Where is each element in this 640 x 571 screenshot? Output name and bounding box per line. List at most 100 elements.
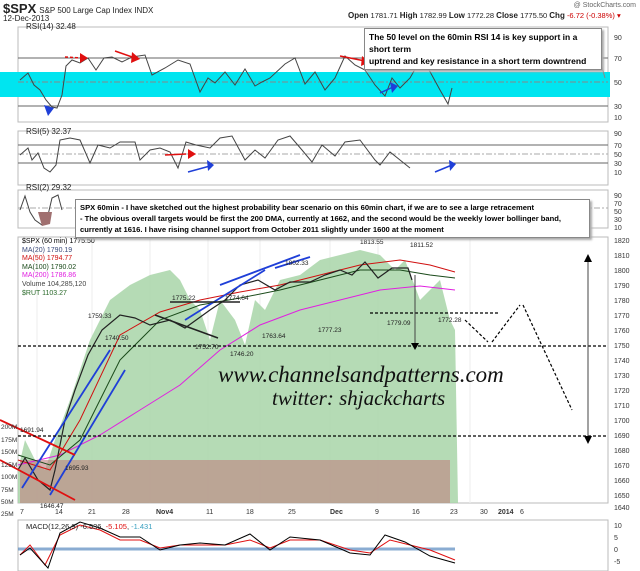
price-yaxis: 1820 1810 1800 1790 1780 1770 1760 1750 1740 1730… [614, 238, 630, 512]
date-axis: 7 14 21 28 Nov4 11 18 25 Dec 9 16 23 30 2014 6 [20, 509, 524, 516]
svg-text:1695.93: 1695.93 [65, 465, 89, 472]
svg-text:10: 10 [614, 523, 622, 530]
ma200-line [17, 285, 456, 466]
svg-text:1772.28: 1772.28 [438, 317, 462, 324]
svg-text:25: 25 [288, 509, 296, 516]
svg-text:1710: 1710 [614, 403, 630, 410]
svg-text:1813.55: 1813.55 [360, 239, 384, 246]
price-panel: 1646.47 1691.94 1695.93 1759.33 1740.50 … [0, 236, 630, 518]
rsi14-label: RSI(14) 32.48 [26, 22, 76, 31]
twitter-watermark: twitter: shjackcharts [272, 386, 446, 410]
volume-axis: 200M 175M 150M 125M 100M 75M 50M 25M [1, 424, 17, 518]
svg-text:90: 90 [614, 131, 622, 138]
svg-text:1720: 1720 [614, 388, 630, 395]
svg-text:30: 30 [614, 217, 622, 224]
svg-text:125M: 125M [1, 462, 17, 469]
svg-text:1746.20: 1746.20 [230, 351, 254, 358]
rut-area [18, 250, 458, 503]
svg-text:2014: 2014 [498, 509, 514, 516]
ma50-line [17, 259, 456, 471]
svg-text:1740: 1740 [614, 358, 630, 365]
svg-text:1779.09: 1779.09 [387, 320, 411, 327]
svg-text:-5: -5 [614, 559, 620, 566]
svg-text:90: 90 [614, 35, 622, 42]
ma100-line [17, 269, 456, 466]
svg-text:70: 70 [614, 56, 622, 63]
svg-text:7: 7 [20, 509, 24, 516]
svg-text:1691.94: 1691.94 [20, 427, 44, 434]
rsi14-down-arrow-1 [64, 53, 88, 63]
svg-text:1770: 1770 [614, 313, 630, 320]
svg-text:1777.23: 1777.23 [318, 327, 342, 334]
price-legend: $SPX (60 min) 1775.50 MA(20) 1790.19 MA(… [22, 238, 95, 297]
svg-text:50: 50 [614, 80, 622, 87]
svg-text:1800: 1800 [614, 268, 630, 275]
svg-text:1802.33: 1802.33 [285, 260, 309, 267]
rsi5-panel: 90 70 50 30 10 [17, 130, 622, 186]
svg-text:Nov4: Nov4 [156, 509, 173, 516]
svg-text:1752.70: 1752.70 [195, 344, 219, 351]
svg-text:100M: 100M [1, 474, 17, 481]
svg-text:1811.52: 1811.52 [410, 242, 433, 249]
svg-text:1760: 1760 [614, 328, 630, 335]
svg-text:1650: 1650 [614, 493, 630, 500]
chart-date: 12-Dec-2013 [3, 14, 50, 23]
svg-text:90: 90 [614, 193, 622, 200]
symbol-title: $SPX S&P 500 Large Cap Index INDX [3, 1, 154, 16]
svg-text:10: 10 [614, 225, 622, 232]
rsi14-panel: 90 70 50 30 10 [0, 26, 622, 123]
svg-text:16: 16 [412, 509, 420, 516]
svg-text:25M: 25M [1, 511, 14, 518]
svg-text:11: 11 [206, 509, 213, 516]
svg-text:1775.22: 1775.22 [172, 295, 196, 302]
svg-text:10: 10 [614, 115, 622, 122]
svg-text:30: 30 [614, 161, 622, 168]
macd-label: MACD(12,26,9) -6.536, -5.105, -1.431 [26, 522, 153, 531]
svg-text:1740.50: 1740.50 [105, 335, 129, 342]
svg-text:1820: 1820 [614, 238, 630, 245]
svg-text:21: 21 [88, 509, 96, 516]
svg-text:50: 50 [614, 209, 622, 216]
svg-text:150M: 150M [1, 449, 17, 456]
rsi-annotation-box: The 50 level on the 60min RSI 14 is key … [364, 28, 602, 70]
website-watermark: www.channelsandpatterns.com [218, 362, 504, 387]
price-labels: 1646.47 1691.94 1695.93 1759.33 1740.50 … [20, 239, 462, 510]
svg-text:5: 5 [614, 535, 618, 542]
svg-text:1810: 1810 [614, 253, 630, 260]
svg-text:1790: 1790 [614, 283, 630, 290]
rsi14-down-arrow-2 [114, 50, 140, 63]
svg-text:1759.33: 1759.33 [88, 313, 112, 320]
svg-text:75M: 75M [1, 487, 14, 494]
watermark: @ StockCharts.com [573, 2, 636, 9]
svg-text:9: 9 [375, 509, 379, 516]
svg-text:1774.64: 1774.64 [225, 295, 249, 302]
main-annotation-box: SPX 60min - I have sketched out the high… [75, 199, 590, 238]
rsi14-up-arrow-1 [44, 105, 54, 116]
svg-text:23: 23 [450, 509, 458, 516]
svg-text:28: 28 [122, 509, 130, 516]
svg-text:1763.64: 1763.64 [262, 333, 286, 340]
svg-text:70: 70 [614, 143, 622, 150]
svg-text:1730: 1730 [614, 373, 630, 380]
svg-text:50: 50 [614, 152, 622, 159]
svg-text:0: 0 [614, 547, 618, 554]
svg-text:Dec: Dec [330, 509, 343, 516]
svg-text:50M: 50M [1, 499, 14, 506]
svg-text:10: 10 [614, 170, 622, 177]
svg-text:1660: 1660 [614, 478, 630, 485]
svg-text:1670: 1670 [614, 463, 630, 470]
svg-text:18: 18 [246, 509, 254, 516]
svg-text:6: 6 [520, 509, 524, 516]
svg-text:200M: 200M [1, 424, 17, 431]
rsi5-label: RSI(5) 32.37 [26, 127, 72, 136]
ohlc-bar: Open 1781.71 High 1782.99 Low 1772.28 Cl… [348, 11, 621, 20]
svg-text:1700: 1700 [614, 418, 630, 425]
price-line [17, 261, 413, 492]
svg-text:1646.47: 1646.47 [40, 503, 64, 510]
rsi14-up-arrow-2 [379, 82, 398, 94]
svg-text:175M: 175M [1, 437, 17, 444]
svg-text:1680: 1680 [614, 448, 630, 455]
svg-text:30: 30 [614, 104, 622, 111]
svg-text:1780: 1780 [614, 298, 630, 305]
